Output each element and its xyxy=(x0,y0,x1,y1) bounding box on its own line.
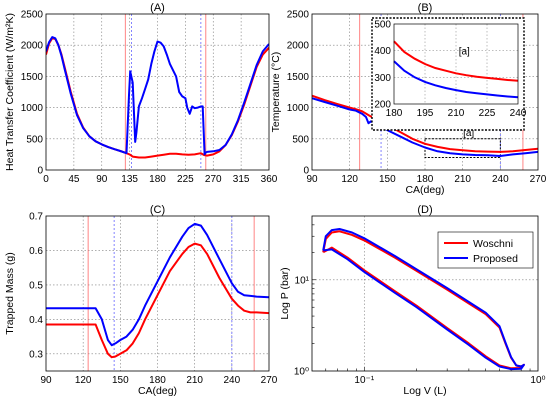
x-tick-label: 240 xyxy=(223,375,240,386)
x-tick-label: 210 xyxy=(186,375,203,386)
y-tick-label: 500 xyxy=(292,134,309,145)
y-tick-label: 2000 xyxy=(287,41,310,52)
y-tick-label: 10¹ xyxy=(295,275,310,286)
x-tick-label: 90 xyxy=(306,174,318,185)
plot-frame xyxy=(45,215,270,372)
x-axis-label: CA(deg) xyxy=(405,184,444,196)
x-tick-label: 90 xyxy=(40,375,52,386)
inset-axes-frame xyxy=(393,23,519,105)
x-tick-label: 180 xyxy=(149,174,166,185)
y-axis-label: Temperature (°C) xyxy=(270,52,282,133)
y-tick-label: 0.6 xyxy=(29,246,43,257)
y-tick-label: 0.5 xyxy=(29,280,43,291)
y-tick-label: 0.7 xyxy=(29,212,43,223)
x-tick-label: 10⁻¹ xyxy=(354,375,374,386)
series-line-proposed xyxy=(322,228,525,371)
y-axis-label: Heat Transfer Coefficient (W/m²K) xyxy=(4,13,16,171)
y-tick-label: 0 xyxy=(37,166,43,177)
y-axis-label: Trapped Mass (g) xyxy=(4,252,16,334)
series-line-proposed xyxy=(312,97,538,157)
x-axis-label: Log V (L) xyxy=(403,385,446,397)
x-tick-label: 180 xyxy=(149,375,166,386)
x-tick-label: 150 xyxy=(379,174,396,185)
zoom-region-label: [a] xyxy=(463,128,474,139)
inset-x-tick-label: 210 xyxy=(448,108,465,119)
plot-frame xyxy=(45,13,270,171)
inset-x-tick-label: 195 xyxy=(417,108,434,119)
x-tick-label: 315 xyxy=(233,174,250,185)
x-tick-label: 360 xyxy=(261,174,278,185)
x-tick-label: 135 xyxy=(121,174,138,185)
x-tick-label: 150 xyxy=(112,375,129,386)
panel-a: 0 45 90 135 180 225 270 315 360 0 500 1000 1500 2000 2… xyxy=(4,2,278,185)
y-tick-label: 1000 xyxy=(21,103,44,114)
x-tick-label: 120 xyxy=(341,174,358,185)
x-tick-label: 270 xyxy=(530,174,547,185)
plot-frame xyxy=(311,215,539,372)
inset-y-tick-label: 200 xyxy=(374,100,391,111)
inset-x-tick-label: 225 xyxy=(479,108,496,119)
y-tick-label: 500 xyxy=(26,134,43,145)
panel-d: 10⁻¹ 10⁰ 10⁰ 10¹ (D) Log V (L) Log P (bar) Wosc… xyxy=(279,204,546,397)
x-tick-label: 180 xyxy=(417,174,434,185)
series-line-proposed xyxy=(46,36,269,156)
x-tick-label: 0 xyxy=(43,174,49,185)
inset-label: [a] xyxy=(459,47,470,58)
x-tick-label: 90 xyxy=(96,174,108,185)
panel-title: (D) xyxy=(417,204,432,216)
panel-title: (A) xyxy=(150,2,165,14)
y-tick-label: 1500 xyxy=(21,72,44,83)
y-tick-label: 2000 xyxy=(21,41,44,52)
y-tick-label: 0 xyxy=(303,166,309,177)
panel-b: 90 120 150 180 210 240 270 0 500 1000 1500 2000 2500… xyxy=(270,2,547,196)
y-tick-label: 10⁰ xyxy=(294,367,309,378)
legend: Woschni Proposed xyxy=(437,231,534,269)
inset-panel: 180 195 210 225 240 200 300 400 500 [a] xyxy=(371,17,527,131)
x-axis-label: CA(deg) xyxy=(138,385,177,397)
inset-y-tick-label: 300 xyxy=(374,73,391,84)
y-tick-label: 0.4 xyxy=(29,315,43,326)
x-tick-label: 270 xyxy=(205,174,222,185)
series-line-woschni xyxy=(46,242,269,359)
y-tick-label: 1000 xyxy=(287,103,310,114)
inset-y-tick-label: 500 xyxy=(374,20,391,31)
y-tick-label: 2500 xyxy=(287,10,310,21)
inset-x-tick-label: 180 xyxy=(386,108,403,119)
panel-title: (C) xyxy=(150,204,165,216)
series-line-proposed xyxy=(46,222,269,347)
inset-y-tick-label: 400 xyxy=(374,46,391,57)
y-tick-label: 0.3 xyxy=(29,349,43,360)
y-tick-label: 1500 xyxy=(287,72,310,83)
inset-series-line-proposed xyxy=(393,60,519,99)
panel-title: (B) xyxy=(418,2,433,14)
x-tick-label: 225 xyxy=(177,174,194,185)
inset-series-line-woschni xyxy=(393,40,519,82)
series-line-woschni xyxy=(312,94,538,153)
x-tick-label: 210 xyxy=(454,174,471,185)
inset-x-tick-label: 240 xyxy=(510,108,527,119)
x-tick-label: 120 xyxy=(75,375,92,386)
y-axis-label: Log P (bar) xyxy=(279,267,291,319)
x-tick-label: 270 xyxy=(261,375,278,386)
panel-c: 90 120 150 180 210 240 270 0.3 0.4 0.5 0.6 0.7 (C) CA… xyxy=(4,204,278,397)
y-tick-label: 2500 xyxy=(21,10,44,21)
x-tick-label: 240 xyxy=(492,174,509,185)
legend-label-proposed: Proposed xyxy=(473,253,518,265)
plot-frame xyxy=(311,13,539,171)
legend-label-woschni: Woschni xyxy=(473,238,513,250)
x-tick-label: 45 xyxy=(68,174,80,185)
legend-box xyxy=(437,231,534,269)
x-tick-label: 10⁰ xyxy=(530,375,545,386)
